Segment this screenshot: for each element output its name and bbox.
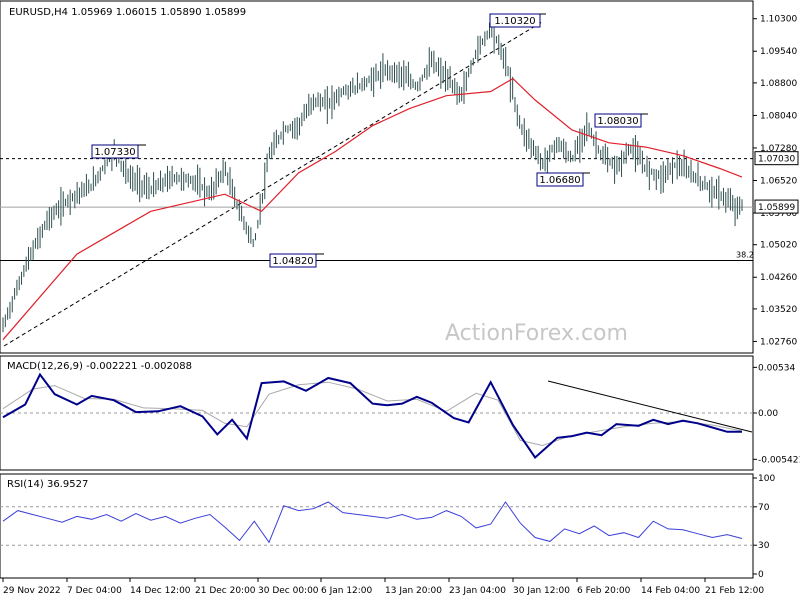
rsi-tick-label: 100 <box>758 474 775 484</box>
time-tick-label: 23 Jan 04:00 <box>449 586 506 596</box>
macd-tick-label: -0.005421 <box>758 455 800 465</box>
resistance-tag: 1.07030 <box>754 151 799 166</box>
price-tick-label: 1.05020 <box>760 241 797 251</box>
time-tick-label: 7 Dec 04:00 <box>67 586 122 596</box>
price-tick-label: 1.05760 <box>760 209 797 219</box>
rsi-tick-label: 70 <box>758 503 770 513</box>
macd-lines <box>2 372 753 460</box>
rsi-axis: 100 70 30 0 <box>0 474 775 580</box>
price-annotation[interactable]: 1.06680 <box>536 172 590 187</box>
annotation-label: 1.10320 <box>494 16 535 27</box>
macd-main-line <box>2 372 742 460</box>
macd-tick-label: 0.00534 <box>758 363 795 373</box>
macd-panel[interactable]: MACD(12,26,9) -0.002221 -0.002088 0.0053… <box>0 355 800 471</box>
price-tick-label: 1.02760 <box>760 337 797 347</box>
rsi-lines <box>2 501 743 544</box>
price-tick-label: 1.10300 <box>760 15 797 25</box>
time-tick-label: 21 Dec 20:00 <box>195 586 256 596</box>
annotation-label: 1.08030 <box>597 116 638 127</box>
time-tick-label: 29 Nov 2022 <box>3 586 61 596</box>
time-tick-label: 30 Jan 12:00 <box>513 586 570 596</box>
price-tick-label: 1.07280 <box>760 144 797 154</box>
price-bars <box>2 20 743 333</box>
price-annotations: 1.07330 1.04820 1.10320 1.06680 1.08030 <box>91 13 648 268</box>
price-tick-label: 1.06520 <box>760 176 797 186</box>
rsi-line <box>2 501 743 544</box>
price-levels: 38.2 <box>0 158 754 262</box>
rsi-panel[interactable]: RSI(14) 36.9527 100 70 30 0 <box>0 473 775 580</box>
time-tick-label: 6 Feb 20:00 <box>577 586 631 596</box>
price-tags: 1.07030 1.05899 <box>754 151 799 214</box>
fib-label: 38.2 <box>736 251 754 260</box>
time-tick-label: 14 Dec 12:00 <box>130 586 191 596</box>
macd-tick-label: 0.00 <box>758 409 778 419</box>
price-annotation[interactable]: 1.07330 <box>91 144 146 159</box>
price-panel-title: EURUSD,H4 1.05969 1.06015 1.05890 1.0589… <box>9 7 246 18</box>
price-annotation[interactable]: 1.10320 <box>489 13 546 28</box>
price-annotation[interactable]: 1.04820 <box>269 253 324 268</box>
rsi-tick-label: 0 <box>758 570 764 580</box>
price-tick-label: 1.03520 <box>760 305 797 315</box>
current-price-tag: 1.05899 <box>754 199 799 214</box>
current-price-tag-text: 1.05899 <box>758 203 795 213</box>
time-tick-label: 13 Jan 20:00 <box>385 586 442 596</box>
resistance-tag-text: 1.07030 <box>758 155 795 165</box>
time-tick-label: 6 Jan 12:00 <box>321 586 373 596</box>
annotation-label: 1.04820 <box>272 256 313 267</box>
rsi-tick-label: 30 <box>758 541 770 551</box>
price-tick-label: 1.09540 <box>760 47 797 57</box>
price-tick-label: 1.08040 <box>760 111 797 121</box>
time-axis: 29 Nov 2022 7 Dec 04:00 14 Dec 12:00 21 Dec… <box>2 578 764 596</box>
moving-average <box>2 77 743 341</box>
macd-axis: 0.00534 0.00 -0.005421 <box>0 363 800 465</box>
price-panel[interactable]: EURUSD,H4 1.05969 1.06015 1.05890 1.0589… <box>0 0 799 354</box>
time-tick-label: 14 Feb 04:00 <box>641 586 700 596</box>
time-tick-label: 21 Feb 12:00 <box>705 586 764 596</box>
watermark: ActionForex.com <box>445 321 628 346</box>
annotation-label: 1.07330 <box>94 147 135 158</box>
annotation-label: 1.06680 <box>539 175 580 186</box>
rsi-panel-title: RSI(14) 36.9527 <box>7 479 88 490</box>
ma-line <box>2 77 743 341</box>
time-tick-label: 30 Dec 00:00 <box>258 586 319 596</box>
price-tick-label: 1.08800 <box>760 79 797 89</box>
price-axis: 1.10300 1.09540 1.08800 1.08040 1.07280 1.065… <box>753 15 797 347</box>
macd-trend-line[interactable] <box>547 380 753 433</box>
price-tick-label: 1.04260 <box>760 273 797 283</box>
macd-panel-title: MACD(12,26,9) -0.002221 -0.002088 <box>7 361 192 372</box>
price-annotation[interactable]: 1.08030 <box>594 113 648 128</box>
